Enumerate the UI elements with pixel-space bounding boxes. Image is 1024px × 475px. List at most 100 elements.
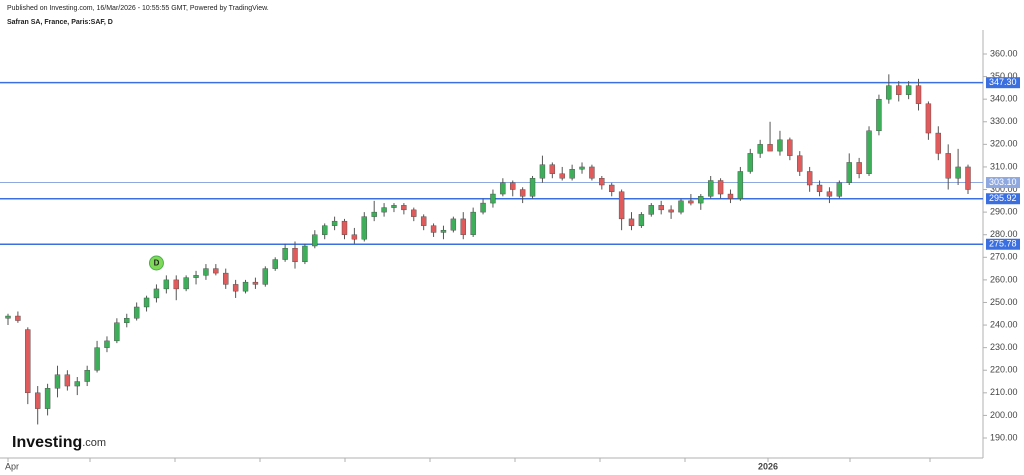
x-tick-label: 2026	[758, 461, 778, 471]
candle-body	[282, 248, 288, 260]
level-label: 347.30	[989, 77, 1017, 87]
candle-body	[223, 272, 229, 285]
x-tick-label: Apr	[5, 461, 19, 471]
y-tick-label: 200.00	[990, 410, 1018, 420]
candle-body	[203, 268, 209, 276]
event-marker	[148, 255, 164, 271]
candle-body	[84, 370, 90, 382]
candle-body	[490, 193, 496, 204]
candle-body	[361, 216, 367, 240]
y-tick-label: 250.00	[990, 297, 1018, 307]
brand-logo: Investing.com	[12, 434, 106, 451]
candle-body	[698, 196, 704, 204]
candle-body	[25, 329, 31, 394]
candle-body	[806, 171, 813, 186]
candle-body	[915, 85, 922, 104]
y-tick-label: 230.00	[990, 342, 1018, 352]
event-marker-label: D	[154, 259, 160, 268]
candle-body	[272, 259, 278, 269]
candle-body	[232, 284, 239, 292]
y-tick-label: 260.00	[990, 274, 1018, 284]
candle-body	[688, 200, 694, 204]
y-tick-label: 220.00	[990, 365, 1018, 375]
candle-body	[312, 234, 318, 247]
candle-body	[262, 268, 269, 285]
candle-body	[727, 193, 734, 199]
candle-body	[846, 162, 852, 183]
y-tick-label: 190.00	[990, 432, 1018, 442]
candle-body	[628, 218, 635, 226]
candle-body	[638, 214, 645, 226]
y-tick-label: 310.00	[990, 161, 1018, 171]
candle-body	[74, 381, 80, 387]
candle-body	[242, 281, 249, 292]
candle-body	[836, 182, 843, 197]
level-label: 275.78	[989, 239, 1017, 249]
candle-body	[658, 205, 664, 211]
candle-body	[44, 388, 51, 409]
candle-body	[965, 166, 971, 190]
candle-body	[5, 315, 11, 319]
candle-body	[529, 178, 536, 197]
candle-body	[391, 205, 397, 208]
candle-body	[777, 139, 783, 152]
y-tick-label: 240.00	[990, 319, 1018, 329]
candle-body	[717, 180, 724, 195]
candle-body	[510, 182, 516, 190]
candle-body	[351, 234, 358, 240]
y-tick-label: 290.00	[990, 206, 1018, 216]
candle-body	[460, 218, 466, 235]
candle-body	[302, 245, 308, 263]
candle-body	[589, 166, 595, 179]
candle-body	[292, 248, 298, 263]
level-label-bg	[986, 177, 1020, 189]
candle-body	[371, 211, 377, 217]
brand-suffix: .com	[82, 437, 106, 449]
candle-body	[569, 168, 575, 179]
candle-body	[886, 85, 892, 100]
candle-body	[322, 225, 328, 235]
candle-body	[896, 85, 902, 95]
level-label: 303.10	[989, 177, 1017, 187]
candle-body	[539, 164, 546, 179]
candle-body	[618, 191, 625, 220]
publisher-note: Published on Investing.com, 16/Mar/2026 …	[7, 5, 269, 12]
candle-body	[955, 166, 961, 179]
candle-body	[173, 279, 179, 290]
candle-body	[757, 144, 763, 154]
candle-body	[94, 347, 100, 371]
candle-body	[183, 277, 189, 290]
candle-body	[193, 275, 199, 278]
candle-body	[747, 153, 753, 172]
candle-body	[124, 318, 130, 323]
candle-body	[480, 202, 486, 213]
candle-body	[34, 392, 41, 409]
y-tick-label: 360.00	[990, 48, 1018, 58]
candle-body	[797, 155, 803, 172]
y-tick-label: 340.00	[990, 94, 1018, 104]
level-label-bg	[986, 238, 1020, 250]
candle-body	[15, 315, 21, 321]
candle-body	[430, 225, 437, 233]
level-label-bg	[986, 77, 1020, 89]
candle-body	[401, 205, 407, 211]
candle-body	[668, 209, 674, 213]
candle-body	[163, 279, 170, 290]
candle-body	[707, 180, 714, 197]
y-tick-label: 330.00	[990, 116, 1018, 126]
candle-body	[519, 189, 526, 197]
candle-body	[579, 166, 585, 170]
y-tick-label: 350.00	[990, 71, 1018, 81]
chart-title: Safran SA, France, Paris:SAF, D	[7, 19, 113, 26]
candle-body	[945, 153, 951, 179]
candle-body	[816, 184, 823, 192]
candle-body	[252, 281, 259, 285]
candle-body	[767, 144, 773, 152]
candle-body	[153, 288, 160, 299]
candle-body	[54, 374, 61, 389]
candle-body	[905, 85, 912, 95]
candle-body	[133, 306, 140, 319]
candle-body	[500, 182, 506, 195]
level-label-bg	[986, 193, 1020, 205]
